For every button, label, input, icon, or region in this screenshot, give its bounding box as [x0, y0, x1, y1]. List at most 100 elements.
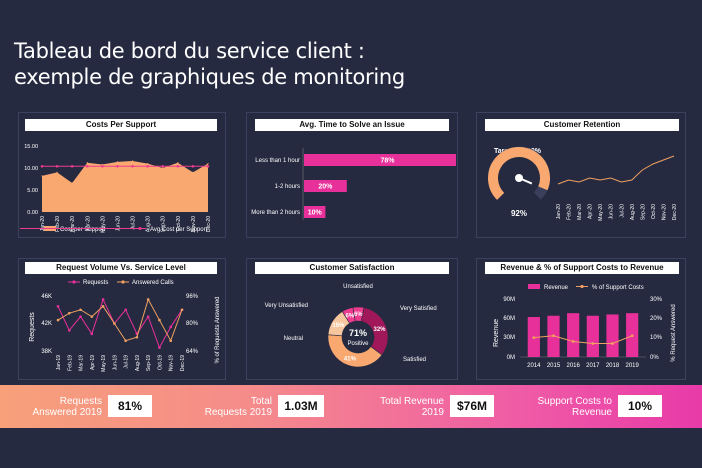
revenue-panel	[476, 258, 686, 380]
cost-point	[101, 163, 103, 166]
costs-x-tick: Jul-20	[131, 216, 137, 230]
support-cost-point	[611, 342, 614, 345]
satisfaction-center	[342, 321, 374, 353]
legend-revenue-swatch	[528, 284, 540, 289]
avg-cost-point	[131, 164, 134, 168]
support-cost-point	[532, 336, 536, 340]
retention-x-tick: May-20	[598, 204, 604, 221]
revenue-yr-1: 20%	[650, 316, 663, 322]
retention-chart: Target >= 90% 92% Jan-20 Feb-20 Mar-20 Apr-…	[488, 146, 678, 221]
volume-x-tick: Aug-19	[135, 355, 141, 371]
satisfaction-panel	[246, 258, 458, 380]
legend-line-label: Avg Cost per Support	[150, 227, 208, 233]
revenue-yl-0: 90M	[503, 297, 515, 303]
answered-point	[135, 335, 139, 339]
retention-x-tick: Aug-20	[630, 204, 636, 220]
revenue-chart: Revenue % of Support Costs Revenue % Req…	[493, 284, 677, 369]
avg-cost-point	[40, 164, 44, 168]
legend-requests-label: Requests	[83, 280, 108, 286]
volume-yr-0: 96%	[186, 294, 199, 300]
avg-time-bar	[304, 180, 347, 192]
title-line-1: Tableau de bord du service client :	[14, 39, 365, 63]
avg-cost-point	[101, 164, 104, 168]
satisfaction-category-label: Very Unsatisfied	[265, 303, 308, 309]
satisfaction-category-label: Unsatisfied	[343, 284, 373, 290]
retention-x-tick: Apr-20	[588, 204, 594, 219]
volume-x-ticks: Jan-19 Feb-19 Mar-19 Apr-19 May-19 Jun-19 Jul-…	[56, 355, 186, 372]
volume-yr-1: 80%	[186, 321, 199, 327]
volume-x-tick: Sep-19	[146, 355, 152, 371]
revenue-x-tick: 2016	[566, 363, 580, 369]
revenue-x-tick: 2017	[586, 363, 600, 369]
revenue-yl-1: 60M	[503, 316, 515, 322]
revenue-bar	[606, 314, 619, 357]
revenue-x-tick: 2019	[625, 363, 639, 369]
revenue-x-tick: 2014	[527, 363, 541, 369]
legend-answered-label: Answered Calls	[132, 280, 174, 286]
support-cost-point	[591, 342, 595, 345]
satisfaction-slices: 6%32%41%15%6%	[327, 306, 389, 368]
revenue-yr-3: 0%	[650, 355, 659, 361]
legend-revenue-label: Revenue	[544, 285, 569, 291]
answered-markers	[56, 298, 184, 342]
costs-x-tick: Aug-20	[146, 216, 152, 232]
volume-x-tick: Feb-19	[67, 355, 73, 371]
volume-yl-0: 46K	[41, 294, 52, 300]
costs-panel-title: Costs Per Support	[25, 119, 217, 131]
requests-point	[146, 315, 150, 318]
volume-x-tick: Apr-19	[90, 355, 96, 370]
requests-point	[67, 329, 71, 332]
retention-x-tick: Mar-20	[577, 204, 583, 220]
volume-yl-2: 38K	[41, 349, 52, 355]
kpi-value-requests-answered: 81%	[108, 395, 152, 417]
revenue-x-tick: 2018	[606, 363, 620, 369]
revenue-bar	[586, 315, 599, 357]
retention-line	[557, 155, 675, 185]
retention-gauge-value: 92%	[511, 209, 527, 218]
retention-x-tick: Oct-20	[651, 204, 657, 219]
satisfaction-slice-label: 32%	[373, 327, 386, 333]
volume-x-tick: May-19	[101, 355, 107, 372]
revenue-x-ticks: 2014 2015 2016 2017 2018 2019	[527, 363, 639, 369]
costs-x-tick: Feb-20	[55, 216, 61, 232]
cost-point	[41, 175, 43, 177]
avg-cost-point	[116, 164, 119, 168]
requests-point	[79, 315, 82, 318]
costs-x-tick: Nov-20	[191, 216, 197, 232]
cost-point	[147, 163, 149, 165]
costs-x-tick: Apr-20	[85, 216, 91, 231]
volume-y-left-label: Requests	[29, 312, 36, 342]
legend-line-marker	[138, 227, 142, 230]
cost-point	[207, 163, 209, 165]
avg-time-bar-label: 78%	[380, 158, 395, 165]
support-cost-point	[571, 340, 575, 343]
answered-point	[101, 305, 105, 308]
costs-x-tick: Mar-20	[70, 216, 76, 232]
satisfaction-panel-title: Customer Satisfaction	[255, 262, 449, 274]
answered-point	[56, 318, 60, 322]
avg-cost-point	[70, 164, 74, 168]
volume-x-tick: Mar-19	[79, 355, 85, 371]
avg-time-category: Less than 1 hour	[255, 158, 300, 164]
kpi-value-total-revenue: $76M	[450, 395, 494, 417]
avg-cost-point	[85, 164, 89, 168]
costs-x-tick: Oct-20	[176, 216, 182, 231]
answered-point	[180, 308, 184, 312]
costs-x-tick: Sep-20	[161, 216, 167, 232]
cost-point	[162, 167, 164, 169]
satisfaction-category-labels: Unsatisfied Very Satisfied Satisfied Neutra…	[265, 284, 437, 363]
kpi-value-support-costs: 10%	[618, 395, 662, 417]
avg-time-bar-label: 20%	[318, 184, 333, 191]
kpi-value-total-requests: 1.03M	[278, 395, 324, 417]
kpi-label-total-revenue: Total Revenue 2019	[380, 396, 444, 418]
avg-time-bar	[304, 154, 456, 166]
retention-panel	[476, 112, 686, 238]
kpi-label-support-costs: Support Costs to Revenue	[537, 396, 612, 418]
answered-point	[158, 318, 161, 322]
retention-x-tick: Nov-20	[661, 204, 667, 220]
retention-x-tick: Jul-20	[619, 204, 625, 218]
requests-markers	[56, 298, 184, 349]
volume-x-tick: Jan-19	[56, 355, 62, 371]
volume-x-tick: Jul-19	[124, 355, 130, 369]
requests-point	[56, 305, 60, 308]
